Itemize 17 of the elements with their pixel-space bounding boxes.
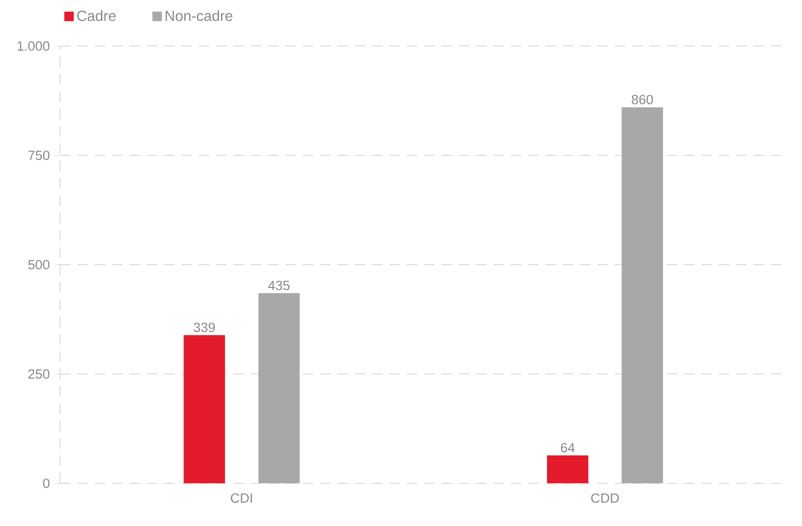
y-tick-label: 1.000 bbox=[18, 41, 50, 51]
bar bbox=[622, 107, 663, 484]
y-tick-label: 750 bbox=[28, 150, 50, 160]
data-label: 64 bbox=[560, 442, 575, 452]
data-label: 339 bbox=[194, 322, 215, 332]
bar bbox=[258, 293, 300, 484]
x-tick-label: CDI bbox=[230, 493, 252, 503]
y-tick-label: 500 bbox=[28, 260, 50, 270]
legend-label: Cadre bbox=[77, 10, 116, 22]
y-tick-label: 250 bbox=[28, 369, 50, 379]
bar bbox=[184, 335, 226, 484]
bar bbox=[547, 455, 588, 484]
y-tick-label: 0 bbox=[43, 478, 50, 488]
x-tick-label: CDD bbox=[591, 493, 619, 503]
legend-label: Non-cadre bbox=[166, 10, 232, 22]
data-label: 435 bbox=[268, 280, 290, 290]
data-label: 860 bbox=[632, 94, 653, 104]
